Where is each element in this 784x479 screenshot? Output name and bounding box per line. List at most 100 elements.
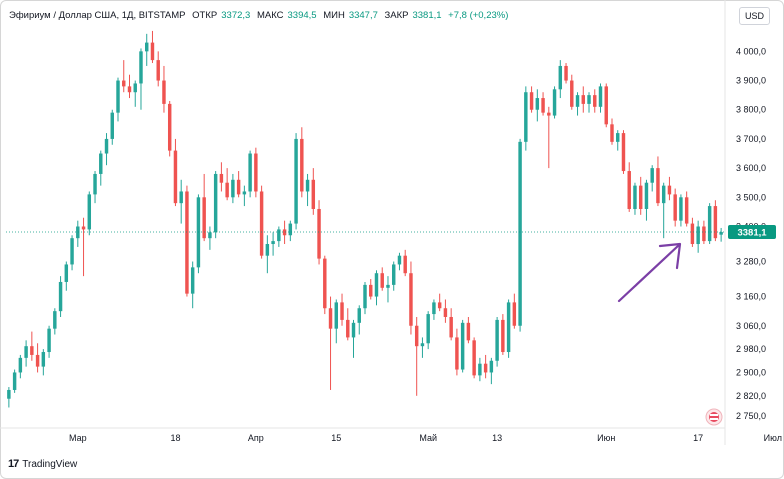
candle-body (443, 308, 448, 317)
candle-body (391, 264, 396, 285)
price-label: 3381,1 (737, 228, 767, 239)
candle-body (219, 173, 224, 183)
candle-body (575, 95, 580, 107)
y-tick-label: 4 000,0 (736, 46, 766, 56)
candle-body (35, 354, 40, 367)
candle-body (455, 337, 459, 370)
y-tick-label: 2 980,0 (736, 344, 766, 354)
x-tick-label: 18 (170, 433, 180, 443)
candle-body (644, 182, 649, 209)
open-value: 3372,3 (221, 10, 251, 21)
x-tick-label: 13 (492, 433, 502, 443)
price-label-badge (728, 225, 776, 240)
candle-body (150, 42, 155, 61)
brand-label: TradingView (22, 458, 78, 470)
candle-body (397, 255, 402, 265)
candle-body (552, 89, 557, 116)
candle-body (323, 258, 327, 309)
candle-body (305, 179, 310, 192)
candle-body (564, 65, 568, 81)
candle-body (506, 302, 511, 353)
candle-body (282, 229, 287, 236)
candle-body (213, 173, 218, 233)
candle-body (460, 322, 465, 370)
currency-button[interactable]: USD (738, 7, 770, 25)
y-tick-label: 3 800,0 (736, 105, 766, 115)
candle-body (633, 185, 637, 209)
candle-body (277, 229, 281, 242)
candle-body (47, 328, 51, 353)
candle-body (610, 124, 614, 142)
candle-body (409, 273, 413, 326)
candle-body (702, 226, 706, 242)
candle-body (190, 267, 195, 294)
candle-body (656, 168, 660, 204)
candle-body (340, 302, 344, 320)
candle-body (524, 92, 528, 142)
candle-body (369, 284, 373, 297)
x-tick-label: 17 (693, 433, 703, 443)
candle-body (621, 133, 626, 172)
candle-body (432, 302, 436, 315)
y-tick-label: 2 900,0 (736, 367, 766, 377)
candle-body (58, 281, 63, 312)
candle-body (541, 98, 545, 113)
symbol-header: Эфириум / Доллар США, 1Д, BITSTAMP ОТКР 3… (9, 10, 512, 21)
candle-body (104, 138, 109, 154)
candle-body (661, 185, 666, 204)
candle-body (12, 372, 17, 390)
candle-body (41, 352, 46, 367)
x-tick-label: Июн (597, 433, 615, 443)
candle-body (598, 86, 603, 107)
tradingview-logo-icon: 17 (8, 458, 19, 470)
candle-body (518, 141, 522, 326)
y-tick-label: 3 500,0 (736, 192, 766, 202)
candle-body (248, 153, 252, 192)
candle-body (690, 223, 695, 245)
candle-body (162, 80, 166, 104)
candle-body (328, 308, 333, 329)
x-tick-label: 15 (331, 433, 341, 443)
candle-body (593, 95, 597, 107)
event-flag-icon (705, 408, 723, 426)
candle-body (81, 226, 86, 230)
candle-body (713, 206, 718, 239)
close-label: ЗАКР (384, 10, 409, 21)
candle-body (437, 302, 442, 309)
candle-body (466, 322, 471, 341)
candle-body (684, 197, 689, 224)
candle-body (70, 238, 74, 265)
candle-body (294, 138, 298, 224)
candle-body (547, 112, 551, 116)
annotation-arrow-head (658, 242, 682, 270)
candle-body (679, 197, 683, 221)
change-value: +7,8 (+0,23%) (448, 10, 509, 21)
candle-body (122, 80, 126, 87)
candle-body (638, 185, 643, 209)
candle-body (53, 311, 57, 329)
candle-body (604, 86, 608, 125)
candle-body (208, 232, 212, 239)
candle-body (7, 389, 11, 399)
candle-body (167, 103, 172, 151)
candle-body (403, 255, 407, 274)
candle-body (449, 316, 453, 338)
candle-body (581, 95, 585, 104)
annotation-arrow-shaft (617, 243, 681, 303)
candle-body (420, 343, 425, 347)
candle-body (139, 51, 143, 84)
candle-body (386, 284, 390, 288)
candle-body (558, 65, 563, 90)
candle-body (254, 153, 258, 192)
open-label: ОТКР (192, 10, 218, 21)
symbol-title[interactable]: Эфириум / Доллар США, 1Д, BITSTAMP (9, 10, 186, 21)
candle-body (127, 86, 132, 93)
candle-body (76, 226, 80, 239)
low-label: МИН (323, 10, 345, 21)
candle-body (483, 363, 488, 373)
tradingview-logo[interactable]: 17 TradingView (8, 458, 77, 470)
x-tick-label: Мар (69, 433, 87, 443)
candle-body (673, 194, 677, 221)
candle-body (133, 83, 137, 93)
